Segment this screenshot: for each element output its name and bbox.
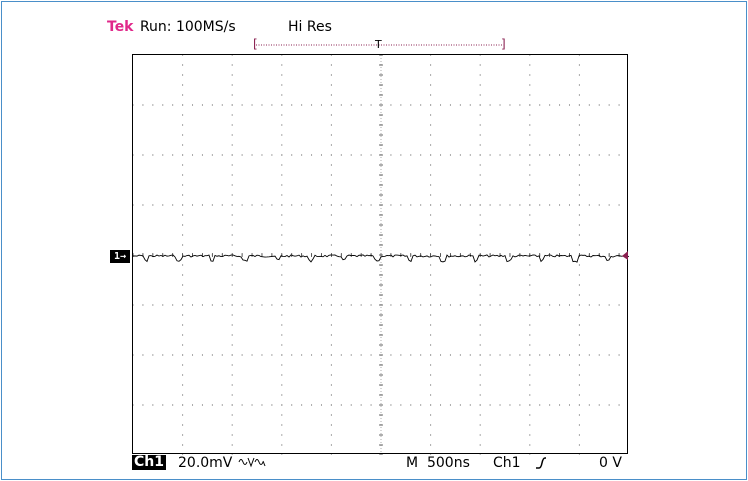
volts-per-div: 20.0mV (178, 455, 233, 471)
timebase-readout: M 500ns (406, 455, 470, 471)
graticule-dots (133, 55, 620, 455)
bandwidth-limit-icon (238, 457, 266, 468)
brand-label: Tek (107, 19, 134, 35)
trigger-level-marker (622, 251, 628, 260)
rising-edge-icon (536, 457, 546, 469)
center-axes (133, 55, 620, 455)
trigger-source: Ch1 (493, 455, 521, 471)
channel-label: Ch1 (132, 454, 166, 470)
trigger-level: 0 V (599, 455, 622, 471)
waveform-display (132, 54, 629, 455)
channel1-ground-marker: 1→ (110, 250, 130, 263)
readout-bar: Ch1 20.0mV M 500ns Ch1 0 V (132, 454, 632, 472)
status-bar: Tek Run: 100MS/s Hi Res (107, 19, 332, 35)
record-left-bracket: [ (253, 37, 258, 51)
acquisition-mode: Hi Res (288, 19, 332, 35)
graticule (133, 55, 629, 455)
acquisition-status: Run: 100MS/s (139, 19, 236, 35)
record-right-bracket: ] (501, 37, 506, 51)
waveform-trace (133, 254, 629, 263)
trigger-position-marker: T (374, 38, 382, 51)
